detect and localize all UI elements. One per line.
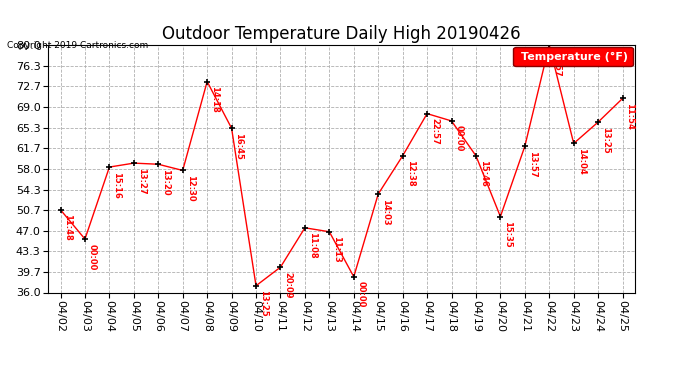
Text: Copyright 2019 Cartronics.com: Copyright 2019 Cartronics.com: [7, 41, 148, 50]
Text: 20:09: 20:09: [284, 272, 293, 298]
Text: 11:08: 11:08: [308, 232, 317, 259]
Text: 00:00: 00:00: [88, 244, 97, 270]
Title: Outdoor Temperature Daily High 20190426: Outdoor Temperature Daily High 20190426: [162, 26, 521, 44]
Text: 00:00: 00:00: [455, 125, 464, 152]
Text: 11:13: 11:13: [333, 236, 342, 263]
Text: 13:20: 13:20: [161, 169, 170, 195]
Text: 14:04: 14:04: [577, 148, 586, 175]
Text: 12:38: 12:38: [406, 160, 415, 187]
Text: 13:25: 13:25: [259, 290, 268, 317]
Legend: Temperature (°F): Temperature (°F): [513, 47, 633, 66]
Text: 12:30: 12:30: [186, 175, 195, 201]
Text: 22:57: 22:57: [430, 118, 439, 145]
Text: 16:45: 16:45: [235, 133, 244, 160]
Text: 15:35: 15:35: [503, 221, 513, 248]
Text: 13:27: 13:27: [137, 168, 146, 194]
Text: 13:57: 13:57: [528, 151, 537, 177]
Text: 00:00: 00:00: [357, 281, 366, 308]
Text: 11:48: 11:48: [63, 214, 72, 241]
Text: 13:25: 13:25: [601, 127, 610, 153]
Text: 11:54: 11:54: [626, 103, 635, 130]
Text: 14:18: 14:18: [210, 86, 219, 113]
Text: 15:16: 15:16: [112, 172, 121, 198]
Text: 13:57: 13:57: [552, 50, 561, 76]
Text: 15:46: 15:46: [479, 160, 488, 187]
Text: 14:03: 14:03: [381, 199, 390, 225]
